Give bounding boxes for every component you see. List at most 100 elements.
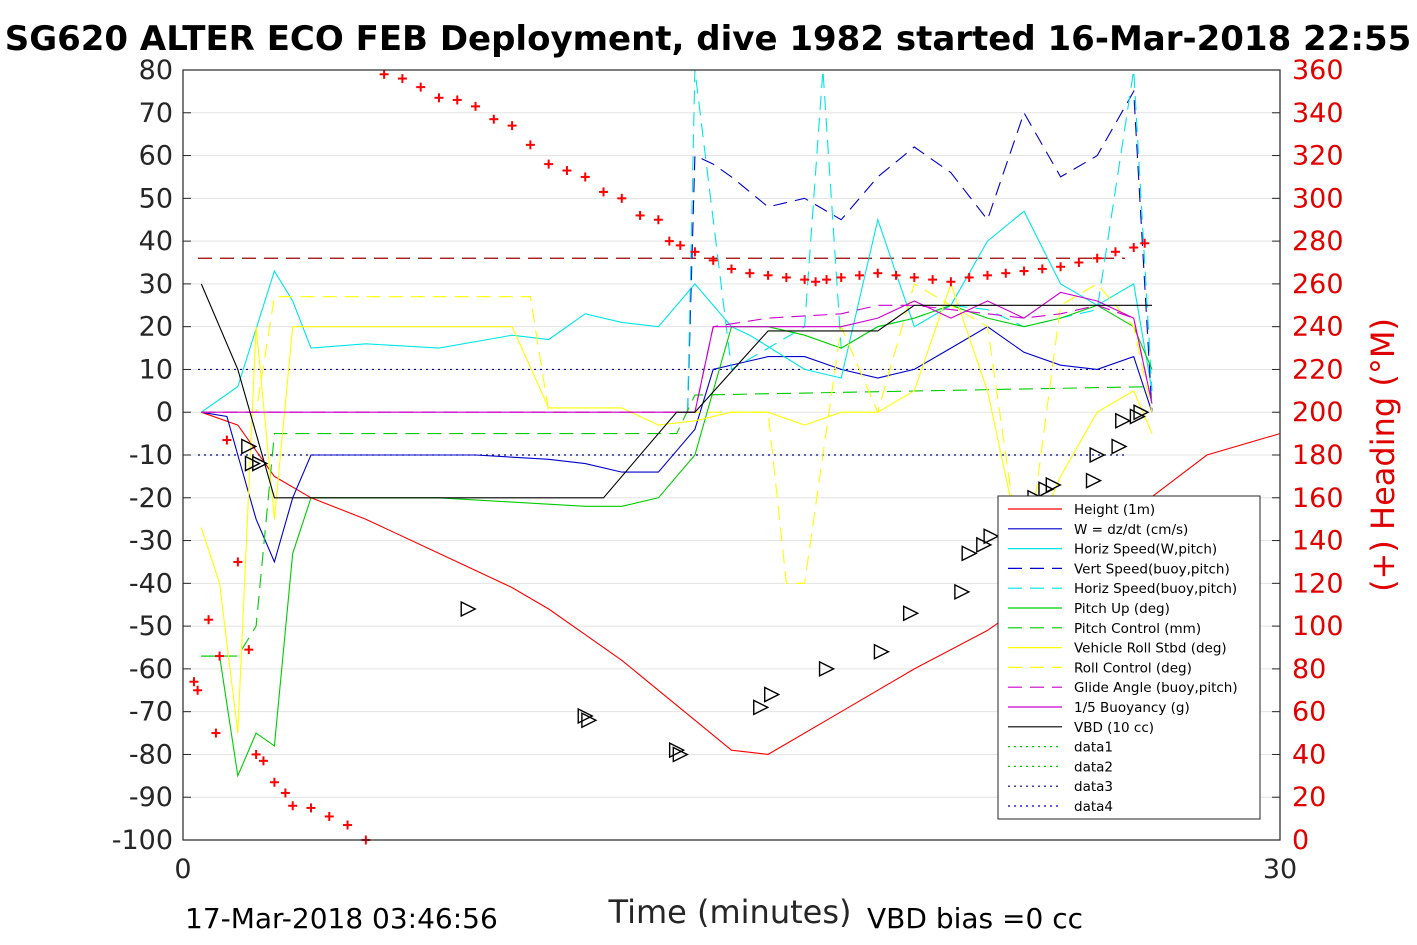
x-tick-label: 0 [174, 854, 191, 885]
reference-lines [198, 257, 1125, 456]
legend-label: VBD (10 cc) [1074, 720, 1154, 736]
heading-point [1140, 238, 1150, 248]
heading-point [1056, 262, 1066, 272]
heading-point [800, 275, 810, 285]
series-line [200, 282, 1153, 734]
heading-point [822, 275, 832, 285]
series-line [201, 291, 1153, 413]
y-tick-label: 60 [139, 141, 173, 172]
y-tick-label: -70 [129, 697, 173, 728]
triangle-marker [1045, 476, 1062, 494]
heading-point [280, 788, 290, 798]
heading-point [288, 801, 298, 811]
y-tick-label: 80 [139, 55, 173, 86]
heading-point [189, 677, 199, 687]
legend-label: Vert Speed(buoy,pitch) [1074, 561, 1230, 577]
y-tick-label: 30 [139, 269, 173, 300]
y2-tick-label: 160 [1292, 483, 1344, 514]
heading-point [233, 557, 243, 567]
heading-point [763, 270, 773, 280]
heading-point [544, 159, 554, 169]
y2-tick-label: 20 [1292, 782, 1326, 813]
y2-tick-label: 0 [1292, 825, 1309, 856]
footer-vbd-bias: VBD bias =0 cc [867, 902, 1083, 935]
legend-label: Vehicle Roll Stbd (deg) [1074, 641, 1227, 657]
triangle-marker [1115, 412, 1132, 429]
triangle-marker [1085, 472, 1103, 489]
legend-label: Pitch Control (mm) [1074, 621, 1201, 637]
footer-timestamp: 17-Mar-2018 03:46:56 [185, 902, 498, 935]
triangle-marker [672, 746, 689, 763]
legend-label: data1 [1074, 740, 1113, 756]
y2-tick-label: 200 [1292, 397, 1344, 428]
legend: Height (1m) W = dz/dt (cm/s) Horiz Speed(W… [997, 495, 1261, 820]
triangle-marker [577, 707, 594, 725]
heading-point [727, 264, 736, 274]
heading-point [204, 615, 214, 625]
series-line [201, 304, 1153, 778]
triangle-marker [902, 605, 920, 622]
triangle-marker [983, 528, 1000, 545]
series-line [687, 89, 1153, 413]
y2-tick-label: 360 [1292, 55, 1344, 86]
legend-label: data2 [1074, 759, 1113, 775]
y2-tick-label: 180 [1292, 440, 1344, 471]
y2-tick-label: 60 [1292, 697, 1326, 728]
y-tick-label: -60 [129, 654, 173, 685]
heading-point [781, 272, 791, 282]
legend-label: Pitch Up (deg) [1074, 601, 1170, 617]
heading-point [193, 685, 203, 695]
y-tick-label: -100 [112, 825, 173, 856]
heading-point [562, 166, 572, 176]
heading-point [982, 270, 992, 280]
series-line [201, 386, 1153, 657]
legend-box [997, 495, 1261, 820]
heading-point [306, 803, 316, 813]
series-line [201, 304, 1153, 413]
y2-tick-label: 140 [1292, 526, 1344, 557]
y-tick-label: 10 [139, 354, 173, 385]
y-tick-label: 40 [139, 226, 173, 257]
heading-point [891, 270, 901, 280]
series-lines [200, 70, 1280, 778]
heading-point [854, 270, 864, 280]
y-tick-label: 20 [139, 312, 173, 343]
heading-point [708, 255, 718, 265]
y-tick-label: -10 [129, 440, 173, 471]
triangle-marker [668, 742, 686, 759]
triangle-marker [873, 643, 890, 660]
heading-point [324, 811, 334, 821]
heading-point [244, 645, 254, 655]
heading-point [690, 247, 700, 257]
chart-title: SG620 ALTER ECO FEB Deployment, dive 198… [5, 19, 1412, 59]
series-line [200, 283, 1152, 499]
y2-tick-label: 280 [1292, 226, 1344, 257]
triangle-markers [241, 404, 1150, 763]
heading-point [675, 240, 685, 250]
heading-point [1110, 247, 1120, 257]
triangle-marker [1111, 438, 1128, 455]
heading-point [928, 275, 938, 285]
legend-label: W = dz/dt (cm/s) [1074, 522, 1188, 538]
heading-point [580, 172, 590, 182]
x-tick-label: 30 [1263, 854, 1297, 885]
y-tick-label: 50 [139, 183, 173, 214]
triangle-marker [241, 438, 258, 455]
heading-point [525, 140, 535, 150]
y2-tick-label: 40 [1292, 739, 1326, 770]
y2-tick-label: 260 [1292, 269, 1344, 300]
axis-ticks: 80706050403020100-10-20-30-40-50-60-70-8… [112, 55, 1344, 885]
heading-point [1129, 243, 1139, 253]
legend-label: Height (1m) [1074, 502, 1155, 518]
heading-point [379, 69, 389, 79]
triangle-marker [1133, 404, 1150, 421]
heading-point [653, 215, 663, 225]
heading-point [397, 74, 407, 84]
legend-label: data3 [1074, 779, 1113, 795]
heading-point [617, 193, 627, 203]
heading-point [635, 210, 645, 220]
heading-markers [189, 69, 1150, 845]
heading-point [507, 121, 517, 131]
y-tick-label: -20 [129, 483, 173, 514]
heading-point [964, 272, 974, 282]
